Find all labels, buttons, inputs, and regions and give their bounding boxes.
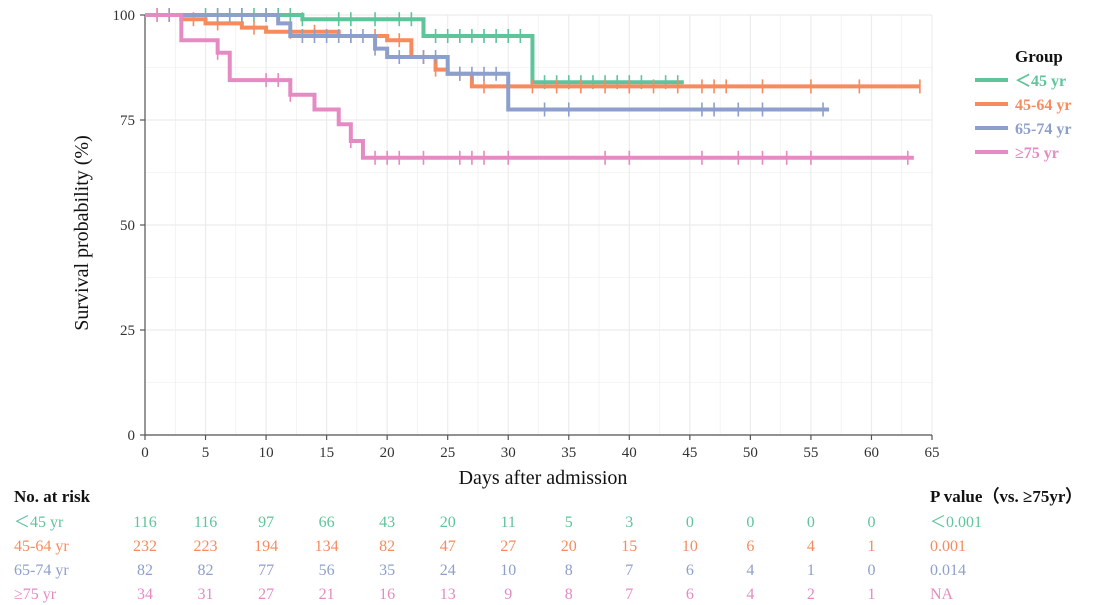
risk-row-label: 65-74 yr xyxy=(14,562,69,579)
risk-count: 27 xyxy=(500,538,516,555)
legend-label: ≥75 yr xyxy=(1015,145,1059,162)
risk-count: 97 xyxy=(258,514,274,531)
x-tick-label: 40 xyxy=(622,445,637,461)
risk-count: 0 xyxy=(686,514,694,531)
risk-count: 0 xyxy=(746,514,754,531)
risk-count: 6 xyxy=(746,538,754,555)
risk-count: 4 xyxy=(746,586,754,603)
risk-count: 35 xyxy=(379,562,395,579)
x-tick-label: 55 xyxy=(803,445,818,461)
risk-count: 1 xyxy=(867,586,875,603)
x-tick-label: 5 xyxy=(202,445,210,461)
risk-count: 2 xyxy=(807,586,815,603)
survival-curve xyxy=(145,13,914,160)
pvalue-header: P value（vs. ≥75yr） xyxy=(930,486,1082,506)
risk-count: 56 xyxy=(319,562,335,579)
y-tick-label: 50 xyxy=(120,218,135,234)
risk-count: 0 xyxy=(807,514,815,531)
x-tick-label: 20 xyxy=(380,445,395,461)
risk-count: 7 xyxy=(625,586,633,603)
risk-count: 9 xyxy=(504,586,512,603)
x-tick-label: 35 xyxy=(561,445,576,461)
axes: 0 5 10 15 20 25 30 35 40 45 50 55 60 65 0 25 50 75 100 xyxy=(113,8,940,461)
risk-count: 8 xyxy=(565,562,573,579)
risk-row-label: ≥75 yr xyxy=(14,586,57,603)
risk-count: 82 xyxy=(137,562,153,579)
y-tick-label: 100 xyxy=(113,8,136,24)
risk-count: 13 xyxy=(440,586,456,603)
risk-count: 134 xyxy=(315,538,339,555)
risk-table: No. at risk P value（vs. ≥75yr） ＜45 yr 116… xyxy=(14,486,1082,603)
risk-count: 194 xyxy=(254,538,278,555)
x-axis-title: Days after admission xyxy=(459,467,628,489)
risk-count: 1 xyxy=(867,538,875,555)
risk-count: 16 xyxy=(379,586,395,603)
risk-pvalue: ＜0.001 xyxy=(930,514,982,531)
risk-count: 6 xyxy=(686,586,694,603)
series-2 xyxy=(145,8,830,117)
risk-count: 4 xyxy=(746,562,754,579)
risk-count: 66 xyxy=(319,514,335,531)
risk-row-label: ＜45 yr xyxy=(14,514,64,531)
legend-label: 65-74 yr xyxy=(1015,121,1071,138)
risk-count: 116 xyxy=(133,514,156,531)
risk-count: 20 xyxy=(440,514,456,531)
x-tick-label: 60 xyxy=(864,445,879,461)
x-tick-label: 65 xyxy=(925,445,940,461)
survival-curve xyxy=(145,13,830,112)
series-layer xyxy=(145,8,921,165)
legend-label: ＜45 yr xyxy=(1015,73,1066,90)
risk-count: 5 xyxy=(565,514,573,531)
y-axis-title: Survival probability (%) xyxy=(71,135,93,331)
risk-row-label: 45-64 yr xyxy=(14,538,69,555)
risk-count: 3 xyxy=(625,514,633,531)
risk-count: 4 xyxy=(807,538,815,555)
series-3 xyxy=(145,8,914,165)
risk-count: 8 xyxy=(565,586,573,603)
risk-count: 10 xyxy=(682,538,698,555)
risk-count: 232 xyxy=(133,538,157,555)
risk-count: 7 xyxy=(625,562,633,579)
risk-count: 0 xyxy=(867,514,875,531)
risk-count: 77 xyxy=(258,562,274,579)
risk-count: 27 xyxy=(258,586,274,603)
risk-count: 223 xyxy=(194,538,218,555)
risk-count: 15 xyxy=(621,538,637,555)
y-tick-label: 0 xyxy=(128,428,136,444)
legend: Group ＜45 yr 45-64 yr 65-74 yr ≥75 yr xyxy=(975,47,1071,162)
risk-pvalue: 0.014 xyxy=(930,562,966,579)
risk-count: 116 xyxy=(194,514,217,531)
risk-count: 82 xyxy=(379,538,395,555)
risk-count: 20 xyxy=(561,538,577,555)
x-tick-label: 15 xyxy=(319,445,334,461)
risk-count: 82 xyxy=(198,562,214,579)
risk-count: 6 xyxy=(686,562,694,579)
risk-count: 24 xyxy=(440,562,456,579)
y-tick-label: 75 xyxy=(120,113,135,129)
risk-count: 31 xyxy=(198,586,214,603)
risk-count: 47 xyxy=(440,538,456,555)
risk-count: 11 xyxy=(501,514,516,531)
x-tick-label: 45 xyxy=(682,445,697,461)
x-tick-label: 10 xyxy=(259,445,274,461)
risk-table-header: No. at risk xyxy=(14,487,91,506)
legend-title: Group xyxy=(1015,47,1063,66)
x-tick-label: 30 xyxy=(501,445,516,461)
y-tick-label: 25 xyxy=(120,323,135,339)
grid xyxy=(144,14,933,436)
risk-pvalue: NA xyxy=(930,586,954,603)
risk-pvalue: 0.001 xyxy=(930,538,966,555)
risk-count: 1 xyxy=(807,562,815,579)
x-tick-label: 25 xyxy=(440,445,455,461)
legend-label: 45-64 yr xyxy=(1015,97,1071,114)
x-tick-label: 50 xyxy=(743,445,758,461)
risk-count: 21 xyxy=(319,586,335,603)
risk-count: 34 xyxy=(137,586,153,603)
x-tick-label: 0 xyxy=(141,445,149,461)
risk-count: 10 xyxy=(500,562,516,579)
risk-count: 43 xyxy=(379,514,395,531)
risk-count: 0 xyxy=(867,562,875,579)
series-0 xyxy=(145,8,684,90)
